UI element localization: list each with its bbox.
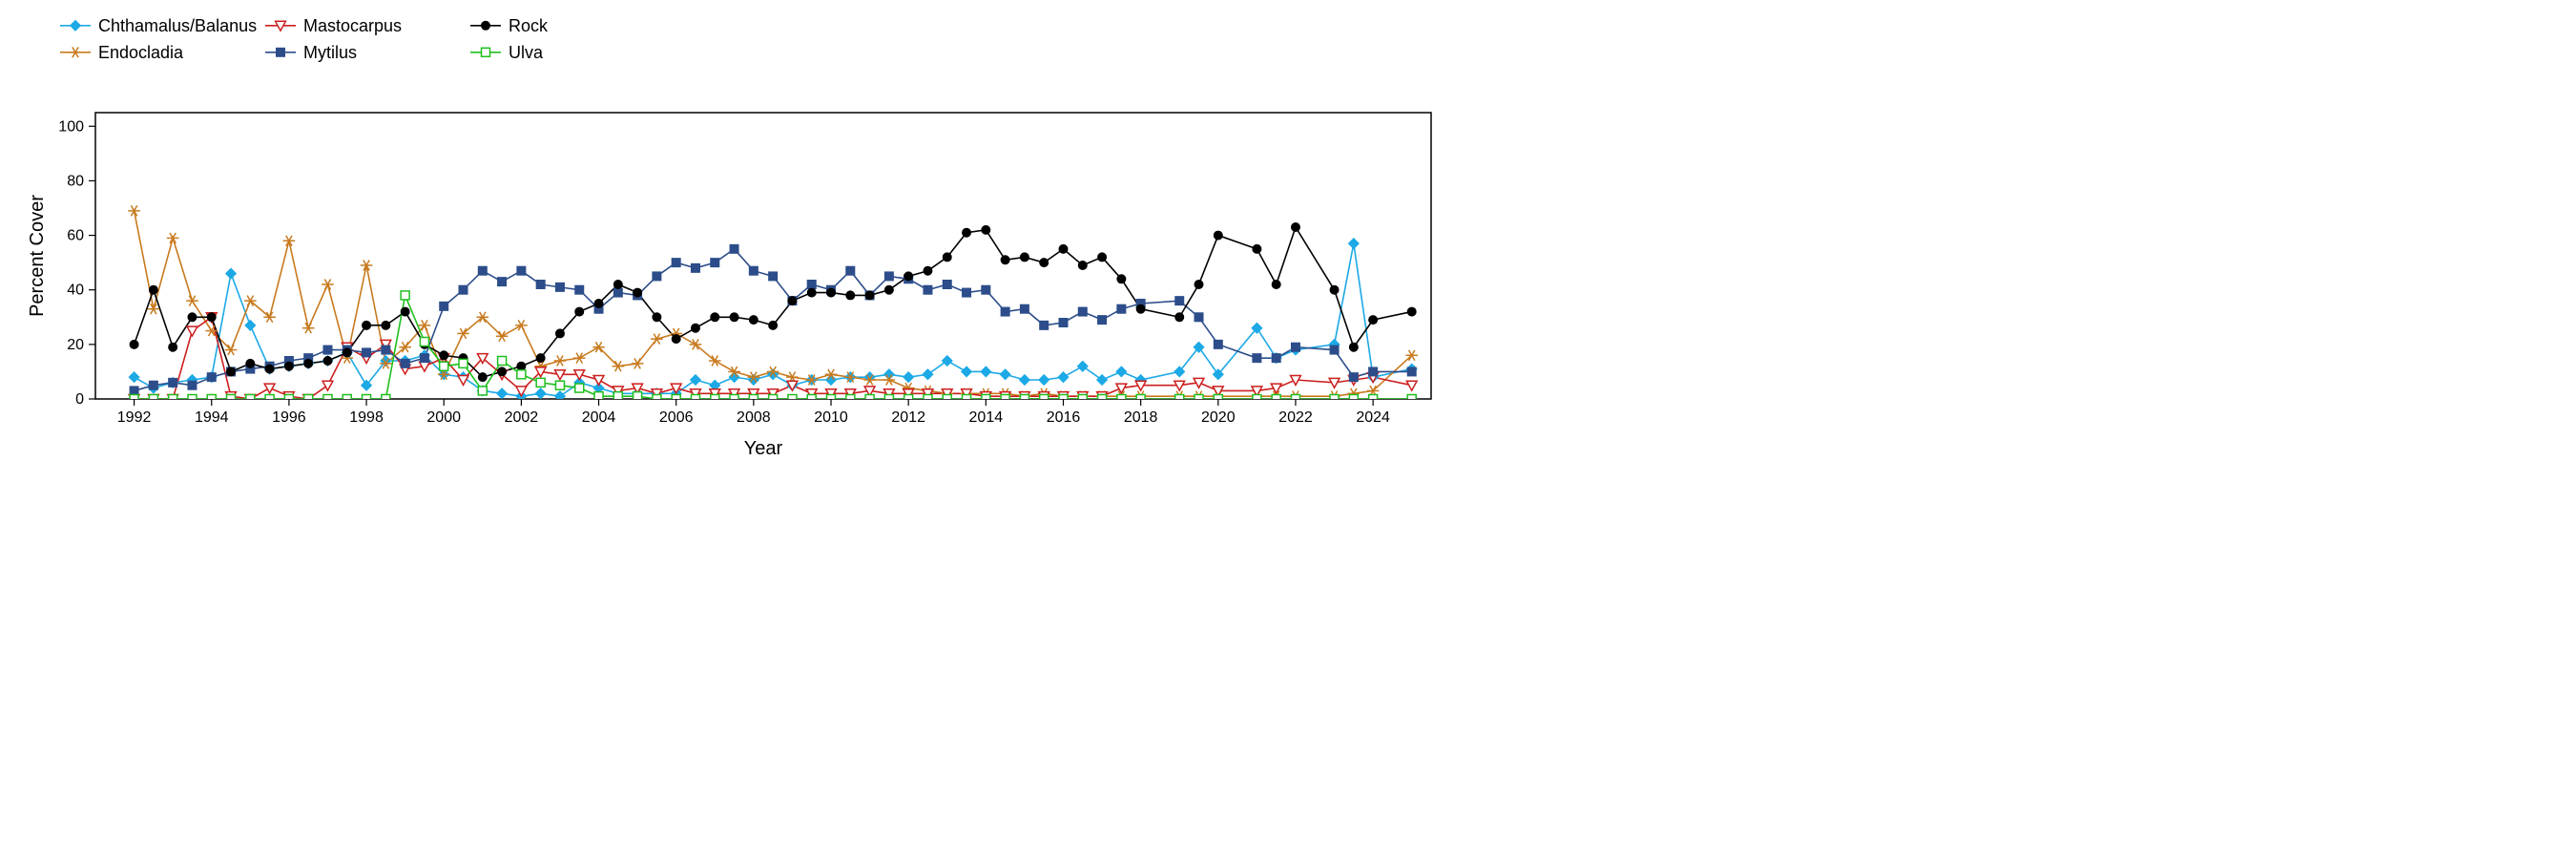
svg-text:2010: 2010 — [814, 409, 848, 426]
svg-text:100: 100 — [58, 118, 84, 135]
svg-text:2002: 2002 — [505, 409, 539, 426]
svg-text:0: 0 — [75, 391, 84, 408]
svg-text:60: 60 — [67, 228, 84, 244]
svg-text:2004: 2004 — [582, 409, 616, 426]
svg-text:40: 40 — [67, 283, 84, 299]
chart-svg: 1992199419961998200020022004200620082010… — [0, 0, 1460, 477]
svg-text:1998: 1998 — [349, 409, 384, 426]
svg-text:80: 80 — [67, 173, 84, 189]
svg-text:2014: 2014 — [969, 409, 1004, 426]
svg-text:1994: 1994 — [195, 409, 229, 426]
svg-text:2022: 2022 — [1278, 409, 1313, 426]
svg-text:1996: 1996 — [272, 409, 306, 426]
svg-text:2012: 2012 — [891, 409, 925, 426]
svg-text:1992: 1992 — [117, 409, 152, 426]
svg-text:2020: 2020 — [1201, 409, 1236, 426]
legend-label-chthamalus: Chthamalus/Balanus — [98, 16, 257, 35]
svg-text:2000: 2000 — [426, 409, 461, 426]
svg-text:2024: 2024 — [1356, 409, 1390, 426]
svg-text:2018: 2018 — [1124, 409, 1158, 426]
legend-label-endocladia: Endocladia — [98, 43, 184, 62]
legend-label-rock: Rock — [509, 16, 549, 35]
svg-text:2008: 2008 — [737, 409, 771, 426]
legend-label-ulva: Ulva — [509, 43, 544, 62]
svg-text:2016: 2016 — [1047, 409, 1081, 426]
legend-label-mastocarpus: Mastocarpus — [303, 16, 402, 35]
svg-text:Year: Year — [744, 438, 783, 459]
svg-text:2006: 2006 — [659, 409, 694, 426]
svg-text:20: 20 — [67, 337, 84, 353]
legend-label-mytilus: Mytilus — [303, 43, 357, 62]
percent-cover-chart: 1992199419961998200020022004200620082010… — [0, 0, 1460, 477]
svg-text:Percent Cover: Percent Cover — [27, 195, 48, 317]
